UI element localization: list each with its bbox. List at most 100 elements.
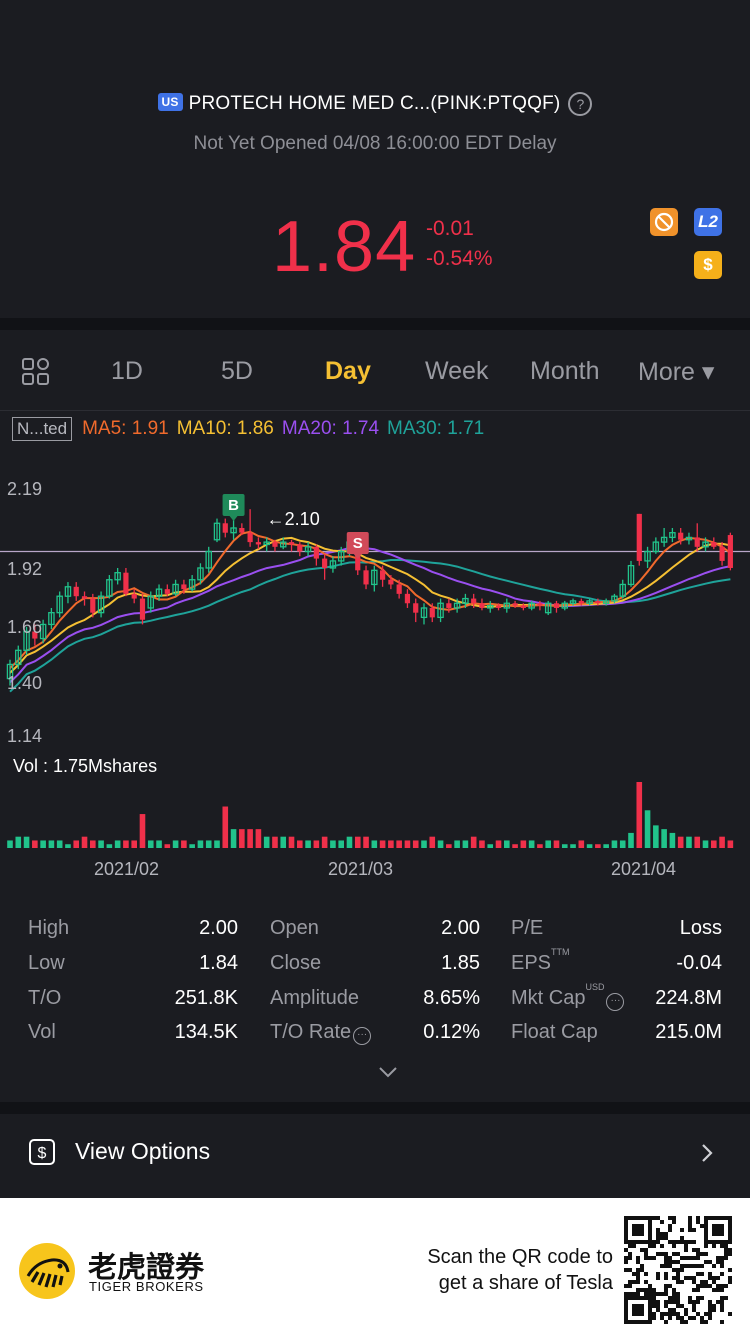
candle-body (73, 586, 79, 597)
last-price: 1.84 (272, 207, 417, 287)
volume-bar (545, 840, 551, 848)
volume-bar (479, 840, 485, 848)
candle-body (23, 630, 30, 651)
candle-body (90, 598, 96, 613)
stat-label: EPS (511, 952, 552, 974)
expand-chevron-icon[interactable] (377, 1065, 399, 1084)
stat-label: Low (28, 952, 65, 974)
tab-week[interactable]: Week (425, 357, 489, 385)
help-icon[interactable]: ? (568, 92, 593, 116)
volume-bar (272, 836, 278, 848)
stat-label: Float Cap (511, 1021, 598, 1043)
candle-body (694, 537, 700, 547)
volume-bar (189, 844, 195, 848)
stat-value: 215.0M (655, 1021, 722, 1043)
ma20-value: MA20: 1.74 (281, 418, 380, 439)
candle-body (702, 541, 709, 548)
ma10-value: MA10: 1.86 (176, 418, 274, 439)
candle-body (453, 602, 461, 609)
volume-bar (32, 840, 38, 848)
volume-bar (586, 844, 593, 848)
candle-body (586, 600, 593, 604)
info-icon[interactable]: ··· (606, 993, 625, 1011)
volume-bar (172, 840, 179, 848)
tab-more[interactable]: More ▾ (638, 358, 715, 386)
no-trading-icon[interactable] (650, 208, 678, 236)
tab-1d[interactable]: 1D (111, 357, 143, 385)
candle-body (644, 550, 651, 562)
volume-bar (15, 836, 22, 848)
stat-value: 0.12% (423, 1021, 480, 1043)
stat-label: T/O Rate (270, 1021, 352, 1043)
candle-body (222, 523, 228, 533)
volume-bar (504, 840, 510, 848)
volume-bar (288, 836, 295, 848)
candle-body (279, 541, 287, 548)
candle-body (188, 579, 196, 590)
volume-bar (727, 840, 734, 848)
candle-body (503, 602, 511, 609)
candle-body (48, 612, 55, 626)
volume-bar (214, 840, 220, 848)
stat-label: Open (270, 917, 319, 939)
stat-value: Loss (679, 917, 722, 939)
candle-body (363, 570, 369, 585)
candle-body (329, 560, 337, 569)
volume-bar (719, 836, 725, 848)
volume-bar (338, 840, 344, 848)
tab-month[interactable]: Month (530, 357, 600, 385)
candle-body (420, 607, 428, 619)
chart-layout-icon[interactable] (22, 358, 50, 391)
candle-body (495, 605, 502, 608)
candle-body (711, 542, 717, 547)
view-options-row[interactable]: $ View Options (0, 1114, 750, 1198)
tiger-logo-icon (18, 1242, 76, 1305)
indicator-selector[interactable]: N...ted (12, 417, 73, 441)
info-icon[interactable]: ··· (353, 1027, 372, 1045)
level2-icon[interactable]: L2 (694, 208, 722, 236)
candle-body (304, 546, 312, 553)
candle-body (39, 623, 47, 640)
volume-bar (123, 840, 129, 848)
x-tick-label: 2021/02 (94, 859, 160, 879)
volume-bar (603, 844, 609, 848)
candlestick-chart[interactable]: B S ←2.10 (0, 470, 750, 760)
volume-bar (661, 829, 667, 848)
candle-body (81, 596, 88, 599)
buy-marker-label: B (228, 497, 239, 514)
tab-5d[interactable]: 5D (221, 357, 253, 385)
sell-marker (346, 532, 369, 554)
candle-body (471, 598, 477, 604)
volume-bar (669, 832, 676, 848)
candle-body (205, 550, 212, 569)
stat-label-mkt-cap: Mkt CapUSD··· (511, 982, 625, 1011)
stock-title-row[interactable]: US PROTECH HOME MED C...(PINK:PTQQF)? (0, 92, 750, 116)
candle-body (255, 542, 261, 545)
candle-body (569, 600, 577, 604)
candle-body (337, 550, 345, 562)
stat-superscript: USD (585, 982, 605, 993)
ma30-value: MA30: 1.71 (387, 418, 485, 439)
volume-bar (470, 836, 477, 848)
brand-name-english: TIGER BROKERS (89, 1279, 204, 1294)
ma5-line (9, 530, 731, 669)
y-tick-label: 2.19 (7, 479, 43, 499)
volume-bar (305, 840, 311, 848)
volume-bar (561, 844, 568, 848)
volume-bar (379, 840, 386, 848)
candle-body (247, 532, 253, 543)
tab-day[interactable]: Day (325, 357, 371, 385)
volume-bar (363, 836, 369, 848)
stat-value: 2.00 (199, 917, 238, 939)
volume-bar (354, 836, 361, 848)
candle-body (164, 589, 170, 594)
dollar-icon[interactable]: $ (694, 251, 722, 279)
y-tick-label: 1.40 (7, 673, 43, 693)
volume-bar (636, 782, 643, 848)
candle-body (627, 564, 635, 586)
section-divider (0, 318, 750, 330)
volume-bar (81, 836, 88, 848)
volume-chart[interactable] (0, 778, 750, 850)
volume-bar (686, 836, 692, 848)
price-change: -0.01 (426, 217, 474, 240)
